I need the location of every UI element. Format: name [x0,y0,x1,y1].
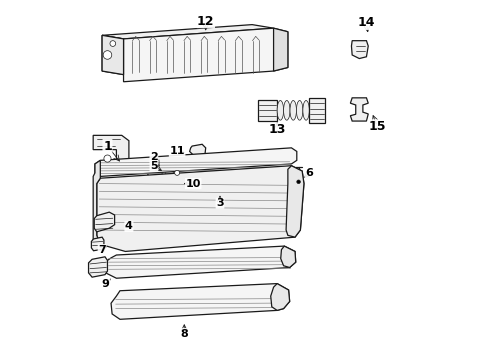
Polygon shape [148,164,162,179]
Polygon shape [270,284,290,310]
Polygon shape [93,160,100,244]
Text: 12: 12 [197,14,215,27]
Text: 6: 6 [305,168,313,178]
Circle shape [103,51,112,59]
Polygon shape [102,35,123,75]
Circle shape [174,170,180,175]
Text: 10: 10 [186,179,201,189]
Polygon shape [190,144,206,156]
Circle shape [297,180,300,184]
Ellipse shape [277,100,284,120]
Circle shape [104,155,111,162]
Text: 9: 9 [102,279,110,289]
Polygon shape [92,237,104,251]
Polygon shape [351,41,368,59]
Polygon shape [286,166,304,237]
Text: 8: 8 [180,329,188,339]
Text: 14: 14 [358,16,375,29]
Polygon shape [102,35,123,75]
Polygon shape [258,100,277,121]
Polygon shape [93,135,129,164]
Polygon shape [148,171,293,185]
Polygon shape [309,98,325,123]
Polygon shape [281,246,296,267]
Polygon shape [350,98,368,121]
Polygon shape [170,180,181,194]
Polygon shape [89,257,107,277]
Polygon shape [102,24,273,39]
Polygon shape [123,28,288,82]
Text: 1: 1 [103,140,112,153]
Polygon shape [111,284,290,319]
Text: 4: 4 [125,221,133,231]
Polygon shape [95,148,297,176]
Polygon shape [166,170,173,176]
Text: 3: 3 [216,198,224,208]
Text: 7: 7 [98,245,106,255]
Polygon shape [97,166,304,251]
Ellipse shape [296,100,303,120]
Polygon shape [273,28,288,71]
Text: 13: 13 [269,123,286,136]
Text: 11: 11 [170,147,185,157]
Text: 5: 5 [150,161,158,171]
Text: 15: 15 [368,120,386,133]
Ellipse shape [303,100,309,120]
Ellipse shape [284,100,290,120]
Polygon shape [105,246,296,278]
Circle shape [110,41,116,46]
Ellipse shape [290,100,296,120]
Text: 2: 2 [150,152,158,162]
Polygon shape [94,212,115,232]
